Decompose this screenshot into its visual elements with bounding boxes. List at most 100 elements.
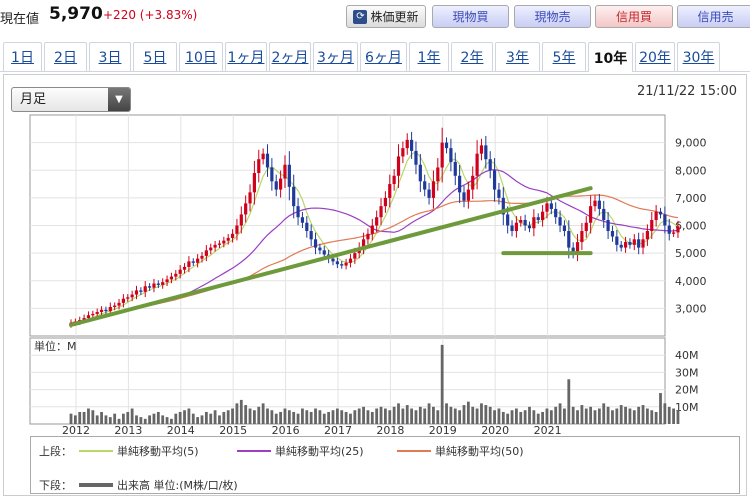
volume-bar: [122, 413, 125, 424]
volume-bar: [436, 410, 440, 424]
candle-body: [309, 231, 313, 240]
volume-bar: [641, 405, 645, 424]
volume-bar: [663, 403, 667, 424]
spot-buy-button[interactable]: 現物買: [432, 5, 509, 28]
volume-bar: [427, 403, 431, 424]
volume-bar: [335, 408, 339, 424]
candle-body: [414, 150, 418, 165]
tab-3日[interactable]: 3日: [89, 42, 131, 71]
period-tabs: 1日 2日 3日 5日 10日 1ヶ月 2ヶ月 3ヶ月 6ヶ月 1年 2年 3年 5年 10年 20年 30年: [0, 42, 750, 72]
tab-20年[interactable]: 20年: [635, 42, 675, 71]
volume-bar: [274, 413, 278, 424]
volume-bar: [301, 408, 304, 424]
tab-5日[interactable]: 5日: [133, 42, 177, 71]
volume-bar: [95, 415, 99, 424]
candle-body: [335, 261, 339, 265]
candle-body: [444, 142, 449, 149]
tab-6ヶ月[interactable]: 6ヶ月: [360, 42, 407, 71]
candle-body: [519, 219, 523, 223]
candle-body: [95, 311, 99, 314]
tab-10日[interactable]: 10日: [179, 42, 223, 71]
candle-body: [322, 250, 326, 255]
tab-3ヶ月[interactable]: 3ヶ月: [313, 42, 358, 71]
volume-bar: [440, 344, 444, 424]
candle-body: [265, 153, 270, 168]
volume-bar: [183, 410, 186, 424]
tab-1ヶ月[interactable]: 1ヶ月: [225, 42, 267, 71]
volume-bar: [480, 403, 483, 424]
volume-bar: [226, 410, 230, 424]
volume-bar: [344, 411, 348, 424]
tab-1年[interactable]: 1年: [409, 42, 449, 71]
interval-select[interactable]: 月足 ▼: [11, 87, 131, 112]
volume-bar: [305, 410, 309, 424]
candle-body: [148, 286, 152, 288]
candle-body: [178, 269, 182, 274]
volume-bar: [135, 415, 138, 424]
legend-ma25-label: 単純移動平均(25): [275, 445, 364, 458]
spot-sell-button[interactable]: 現物売: [514, 5, 591, 28]
candle-body: [235, 225, 239, 234]
volume-bar: [357, 408, 361, 424]
legend-lower-label: 下段：: [39, 479, 72, 492]
candle-body: [637, 239, 641, 248]
candle-body: [283, 164, 287, 179]
volume-bar: [270, 410, 274, 424]
candle-body: [632, 239, 636, 245]
volume-bar: [488, 406, 492, 424]
volume-bar: [257, 406, 261, 424]
refresh-price-button[interactable]: ⟳ 株価更新: [346, 5, 426, 28]
volume-bar: [580, 405, 584, 424]
candle-body: [279, 178, 283, 190]
chart-timestamp: 21/11/22 15:00: [637, 84, 737, 99]
tab-2日[interactable]: 2日: [44, 42, 87, 71]
tab-5年[interactable]: 5年: [542, 42, 586, 71]
candle-body: [488, 159, 492, 171]
tab-3年[interactable]: 3年: [495, 42, 540, 71]
volume-bar: [676, 410, 680, 424]
volume-bar: [178, 411, 182, 424]
volume-bar: [253, 410, 256, 424]
volume-bar: [366, 410, 370, 424]
candle-body: [672, 232, 676, 234]
candle-body: [117, 302, 121, 306]
tab-30年[interactable]: 30年: [677, 42, 720, 71]
volume-bar: [654, 411, 658, 424]
candle-body: [204, 250, 208, 256]
x-tick-label: 2014: [167, 424, 195, 437]
volume-bar: [91, 410, 95, 424]
volume-bar: [309, 411, 313, 424]
price-label: 現在値: [0, 12, 40, 27]
candle-body: [134, 290, 139, 295]
volume-bar: [497, 408, 501, 424]
volume-unit-label: 単位：M: [34, 339, 77, 353]
margin-sell-button[interactable]: 信用売: [677, 5, 750, 28]
ma5-line: [70, 151, 679, 324]
tab-1日[interactable]: 1日: [3, 42, 42, 71]
volume-bar: [331, 410, 335, 424]
volume-bar: [126, 411, 130, 424]
tab-2年[interactable]: 2年: [451, 42, 493, 71]
volume-bar: [506, 413, 510, 424]
candle-body: [514, 222, 518, 232]
legend-ma25: 単純移動平均(25): [237, 443, 364, 459]
legend-ma50-swatch: [397, 450, 431, 452]
tab-10年[interactable]: 10年: [588, 42, 633, 72]
margin-buy-button[interactable]: 信用買: [595, 5, 673, 28]
candle-body: [379, 206, 383, 218]
x-tick-label: 2013: [114, 424, 142, 437]
candle-body: [436, 167, 440, 182]
candle-body: [466, 189, 470, 201]
candle-body: [130, 294, 134, 298]
tab-2ヶ月[interactable]: 2ヶ月: [269, 42, 311, 71]
volume-bar: [370, 411, 374, 424]
volume-bar: [554, 406, 558, 424]
candle-body: [244, 203, 248, 215]
candle-body: [99, 309, 104, 312]
candle-body: [126, 297, 130, 299]
volume-bar: [536, 413, 540, 424]
volume-bar: [314, 408, 317, 424]
candle-body: [410, 139, 414, 151]
volume-bar: [471, 406, 475, 424]
